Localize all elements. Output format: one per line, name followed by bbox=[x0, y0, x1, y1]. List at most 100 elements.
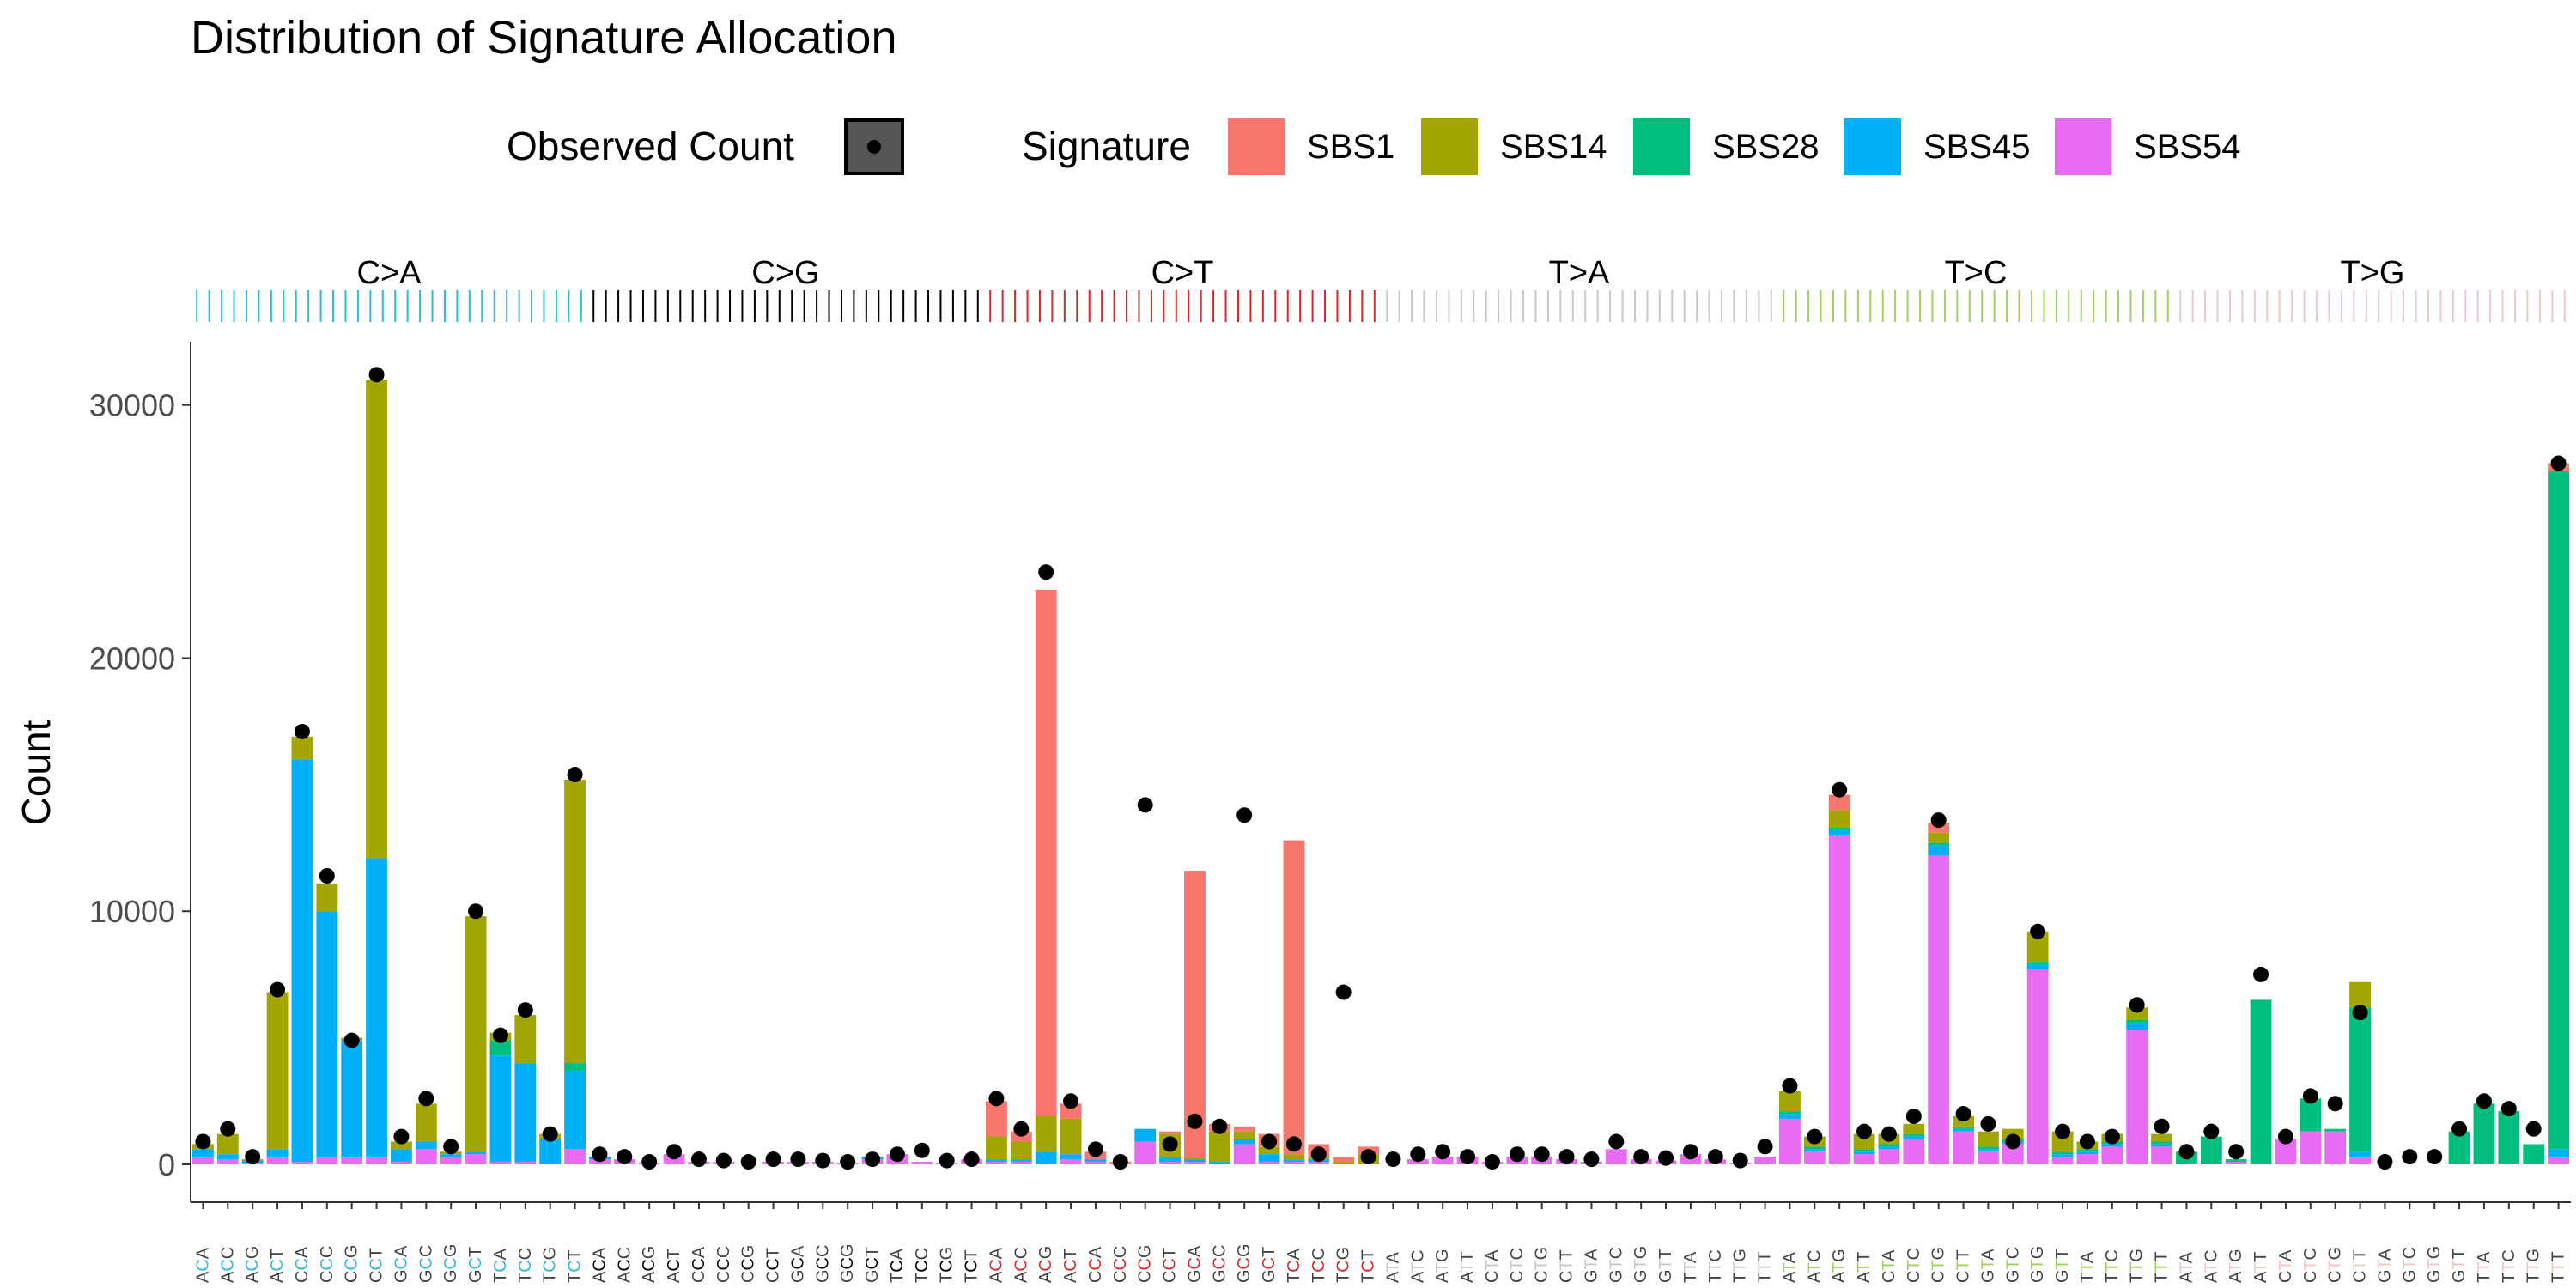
observed-point bbox=[368, 367, 385, 383]
x-tick-label: TCT bbox=[566, 1249, 585, 1283]
x-tick-label: ACC bbox=[615, 1247, 634, 1283]
bar-segment-sbs54 bbox=[2300, 1131, 2322, 1164]
bar-segment-sbs54 bbox=[291, 1162, 313, 1164]
x-tick-label: TTA bbox=[2078, 1251, 2097, 1283]
bar-segment-sbs45 bbox=[1779, 1114, 1801, 1119]
bar-segment-sbs54 bbox=[2324, 1131, 2347, 1164]
bar-segment-sbs28 bbox=[2498, 1111, 2520, 1164]
x-tick-label: CCA bbox=[293, 1246, 312, 1283]
bar-segment-sbs28 bbox=[2349, 1007, 2371, 1152]
observed-point bbox=[2129, 997, 2145, 1013]
bar-segment-sbs28 bbox=[2548, 471, 2569, 1150]
observed-point bbox=[2327, 1096, 2343, 1112]
x-tick-label: ACA bbox=[193, 1247, 212, 1283]
bar-segment-sbs1 bbox=[1060, 1103, 1082, 1119]
x-tick-label: ATC bbox=[1408, 1249, 1427, 1283]
bar-segment-sbs14 bbox=[1928, 832, 1950, 843]
observed-point bbox=[1558, 1149, 1575, 1165]
bar-segment-sbs54 bbox=[1184, 1162, 1206, 1164]
bar-segment-sbs54 bbox=[986, 1162, 1007, 1164]
bar-segment-sbs45 bbox=[192, 1149, 214, 1157]
bar-segment-sbs28 bbox=[564, 1063, 586, 1071]
bar-segment-sbs14 bbox=[1978, 1131, 1999, 1147]
bar-segment-sbs45 bbox=[316, 911, 338, 1157]
x-tick-label: GCG bbox=[838, 1243, 857, 1283]
bar-segment-sbs14 bbox=[465, 916, 487, 1152]
observed-point bbox=[567, 767, 583, 783]
bar-segment-sbs28 bbox=[2051, 1151, 2074, 1155]
x-tick-label: GTC bbox=[2003, 1247, 2022, 1283]
observed-point bbox=[641, 1154, 658, 1170]
bar-segment-sbs54 bbox=[1605, 1149, 1627, 1164]
observed-point bbox=[815, 1152, 831, 1169]
y-tick-label: 10000 bbox=[89, 894, 175, 929]
legend-observed-dot bbox=[867, 140, 881, 154]
bar-segment-sbs14 bbox=[1903, 1123, 1925, 1134]
bar-segment-sbs14 bbox=[1828, 810, 1850, 828]
bar-segment-sbs45 bbox=[2349, 1151, 2371, 1157]
x-tick-label: TTT bbox=[2153, 1251, 2172, 1283]
bar-segment-sbs1 bbox=[1828, 794, 1850, 811]
x-tick-label: GTA bbox=[2375, 1249, 2394, 1283]
bar-segment-sbs45 bbox=[539, 1139, 562, 1164]
observed-point bbox=[2377, 1154, 2393, 1170]
y-tick-label: 0 bbox=[158, 1147, 175, 1182]
observed-point bbox=[1212, 1118, 1228, 1134]
bar-segment-sbs1 bbox=[1333, 1157, 1355, 1163]
legend: Observed Count Signature SBS1 SBS14 SBS28 S… bbox=[507, 118, 2241, 175]
observed-point bbox=[468, 903, 484, 920]
x-tick-label: GCG bbox=[441, 1243, 460, 1283]
x-tick-label: TTC bbox=[1706, 1249, 1725, 1283]
bar-segment-sbs1 bbox=[1233, 1126, 1255, 1132]
observed-point bbox=[2427, 1149, 2443, 1165]
bar-segment-sbs14 bbox=[1060, 1118, 1082, 1155]
bar-segment-sbs28 bbox=[1978, 1146, 1999, 1150]
bar-segment-sbs45 bbox=[1258, 1154, 1280, 1163]
bar-segment-sbs14 bbox=[366, 380, 387, 859]
bar-segment-sbs28 bbox=[1803, 1146, 1826, 1150]
bar-segment-sbs45 bbox=[986, 1159, 1007, 1163]
bar-segment-sbs45 bbox=[2101, 1144, 2123, 1147]
bar-segment-sbs1 bbox=[1159, 1131, 1181, 1134]
bar-segment-sbs45 bbox=[2548, 1149, 2569, 1157]
bar-segment-sbs54 bbox=[391, 1162, 412, 1164]
x-tick-label: TCC bbox=[913, 1248, 932, 1283]
x-tick-label: CTT bbox=[2351, 1249, 2370, 1283]
x-tick-label: ACG bbox=[1036, 1246, 1055, 1283]
bar-segment-sbs14 bbox=[986, 1136, 1007, 1160]
x-tick-label: TCT bbox=[1359, 1249, 1378, 1283]
bar-segment-sbs14 bbox=[1779, 1091, 1801, 1112]
x-tick-label: CTT bbox=[1558, 1249, 1577, 1283]
bar-segment-sbs54 bbox=[316, 1157, 338, 1164]
observed-point bbox=[393, 1128, 410, 1145]
bar-segment-sbs45 bbox=[489, 1055, 512, 1163]
bar-segment-sbs54 bbox=[341, 1157, 363, 1164]
x-tick-label: CCA bbox=[1086, 1246, 1105, 1283]
observed-point bbox=[2203, 1123, 2220, 1139]
bar-segment-sbs1 bbox=[1184, 871, 1206, 1157]
y-tick-label: 20000 bbox=[89, 641, 175, 676]
observed-point bbox=[2030, 923, 2046, 939]
x-tick-label: GTG bbox=[2028, 1246, 2047, 1283]
bar-segment-sbs45 bbox=[366, 858, 387, 1157]
bar-segment-sbs28 bbox=[2026, 962, 2049, 965]
observed-point bbox=[1583, 1151, 1600, 1168]
observed-point bbox=[1187, 1113, 1203, 1129]
legend-observed-key bbox=[844, 118, 904, 175]
observed-point bbox=[740, 1154, 756, 1170]
bar-segment-sbs1 bbox=[1035, 589, 1057, 1116]
bar-segment-sbs28 bbox=[2200, 1136, 2222, 1164]
observed-point bbox=[2055, 1123, 2071, 1139]
x-tick-label: ACT bbox=[268, 1249, 287, 1283]
observed-point bbox=[294, 723, 310, 739]
bar-segment-sbs54 bbox=[1258, 1162, 1280, 1164]
bar-segment-sbs28 bbox=[1953, 1126, 1974, 1129]
legend-items: SBS1 SBS14 SBS28 SBS45 SBS54 bbox=[1228, 118, 2241, 175]
x-tick-label: CTC bbox=[2301, 1248, 2320, 1283]
bar-segment-sbs45 bbox=[1134, 1128, 1157, 1142]
bar-segment-sbs28 bbox=[2324, 1128, 2347, 1132]
observed-point bbox=[1807, 1128, 1823, 1145]
bar-segment-sbs54 bbox=[1010, 1162, 1032, 1164]
bar-segment-sbs14 bbox=[2126, 1007, 2148, 1020]
